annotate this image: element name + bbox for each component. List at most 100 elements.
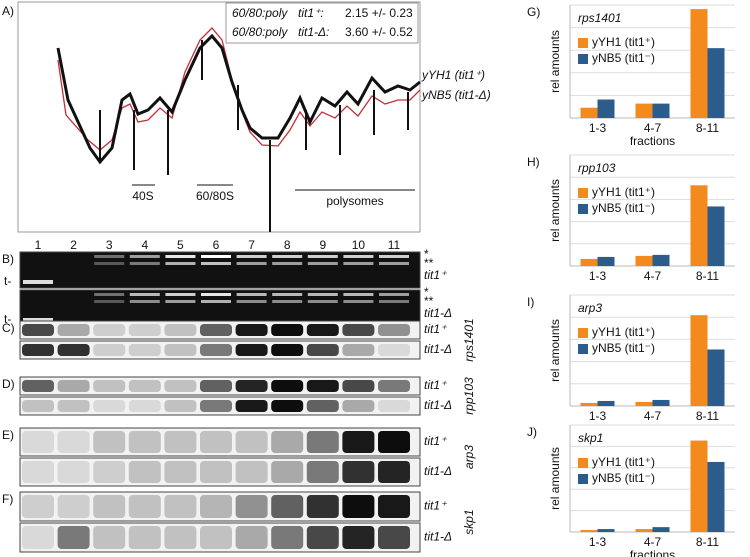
band [342, 526, 375, 549]
legend-label: yNB5 (tit1⁻) [592, 201, 655, 215]
panel-label: E) [2, 428, 14, 442]
fraction-label: 3 [106, 238, 113, 252]
peak-label: 40S [132, 189, 153, 203]
legend-label: yNB5 (tit1⁻) [592, 51, 655, 65]
legend-label: yYH1 (tit1⁺) [592, 35, 655, 49]
legend-swatch [578, 328, 588, 338]
band [200, 526, 232, 549]
band [307, 255, 338, 258]
band [307, 262, 338, 265]
band-star: * [424, 285, 429, 299]
x-tick-label: 1-3 [589, 409, 607, 423]
bar [635, 529, 653, 532]
band [235, 431, 268, 453]
panel-label: I) [527, 295, 534, 309]
band [378, 495, 410, 518]
bar [580, 402, 598, 406]
x-tick-label: 8-11 [696, 409, 719, 423]
band [272, 255, 303, 258]
bar [707, 461, 725, 532]
band [200, 324, 232, 336]
chart-title: arp3 [578, 301, 602, 315]
band [271, 495, 304, 518]
bar [707, 48, 725, 118]
band [165, 255, 196, 258]
band [22, 495, 54, 518]
band [22, 526, 54, 549]
bar [652, 527, 670, 532]
band [342, 461, 375, 483]
band [165, 293, 196, 296]
fraction-spikes [99, 40, 409, 232]
band [128, 344, 161, 356]
panel-label: B) [2, 252, 14, 266]
band [307, 300, 338, 303]
band [93, 380, 126, 392]
legend-label: yNB5 (tit1⁻) [592, 471, 655, 485]
legend-swatch [578, 54, 588, 64]
x-tick-label: 1-3 [589, 535, 607, 549]
band [271, 400, 304, 412]
x-tick-label: 8-11 [696, 535, 719, 549]
legend-label: yYH1 (tit1⁺) [592, 325, 655, 339]
legend-key: 60/80:poly [232, 25, 288, 39]
fraction-label: 9 [319, 238, 326, 252]
band [378, 344, 410, 356]
panel-label: F) [2, 492, 13, 506]
band-star: * [424, 247, 429, 261]
band [272, 293, 303, 296]
strain-label: tit1⁺ [424, 499, 448, 513]
band [236, 262, 267, 265]
band [165, 262, 196, 265]
band [378, 324, 410, 336]
band [201, 300, 231, 303]
band [57, 400, 90, 412]
strain-label: tit1-Δ [424, 398, 452, 412]
band [94, 293, 125, 296]
band [57, 461, 90, 483]
panel-label: G) [527, 5, 540, 19]
band-star: ** [424, 256, 434, 270]
bar [690, 440, 708, 532]
bar [580, 530, 598, 532]
band [235, 495, 268, 518]
bar [580, 258, 598, 266]
band [343, 300, 374, 303]
bar [635, 255, 653, 266]
trace-label: yNB5 (tit1-Δ) [421, 88, 491, 102]
trace-label: yYH1 (tit1⁺) [421, 68, 485, 82]
band [236, 293, 267, 296]
strain-label: tit1-Δ [424, 530, 452, 544]
band-star: ** [424, 294, 434, 308]
band [164, 380, 197, 392]
band [22, 324, 54, 336]
bar [652, 399, 670, 406]
band [201, 262, 231, 265]
strain-label: tit1-Δ [424, 306, 452, 320]
band [164, 344, 197, 356]
band [235, 461, 268, 483]
strain-label: tit1-Δ [424, 342, 452, 356]
band [271, 380, 304, 392]
band [129, 300, 160, 303]
x-axis-label: fractions [630, 548, 675, 557]
x-tick-label: 4-7 [644, 535, 662, 549]
x-tick-label: 1-3 [589, 121, 607, 135]
legend-swatch [578, 474, 588, 484]
gene-label: skp1 [462, 509, 476, 534]
fraction-label: 11 [388, 238, 401, 252]
legend-label: yYH1 (tit1⁺) [592, 455, 655, 469]
gene-label: arp3 [462, 445, 476, 469]
band [235, 380, 268, 392]
band [236, 300, 267, 303]
gene-label: rps1401 [462, 318, 476, 361]
band [57, 324, 90, 336]
trna-marker: t- [4, 312, 11, 326]
band [164, 324, 197, 336]
legend-swatch [578, 188, 588, 198]
band [236, 255, 267, 258]
band [306, 380, 339, 392]
band [272, 262, 303, 265]
fraction-label: 6 [213, 238, 220, 252]
